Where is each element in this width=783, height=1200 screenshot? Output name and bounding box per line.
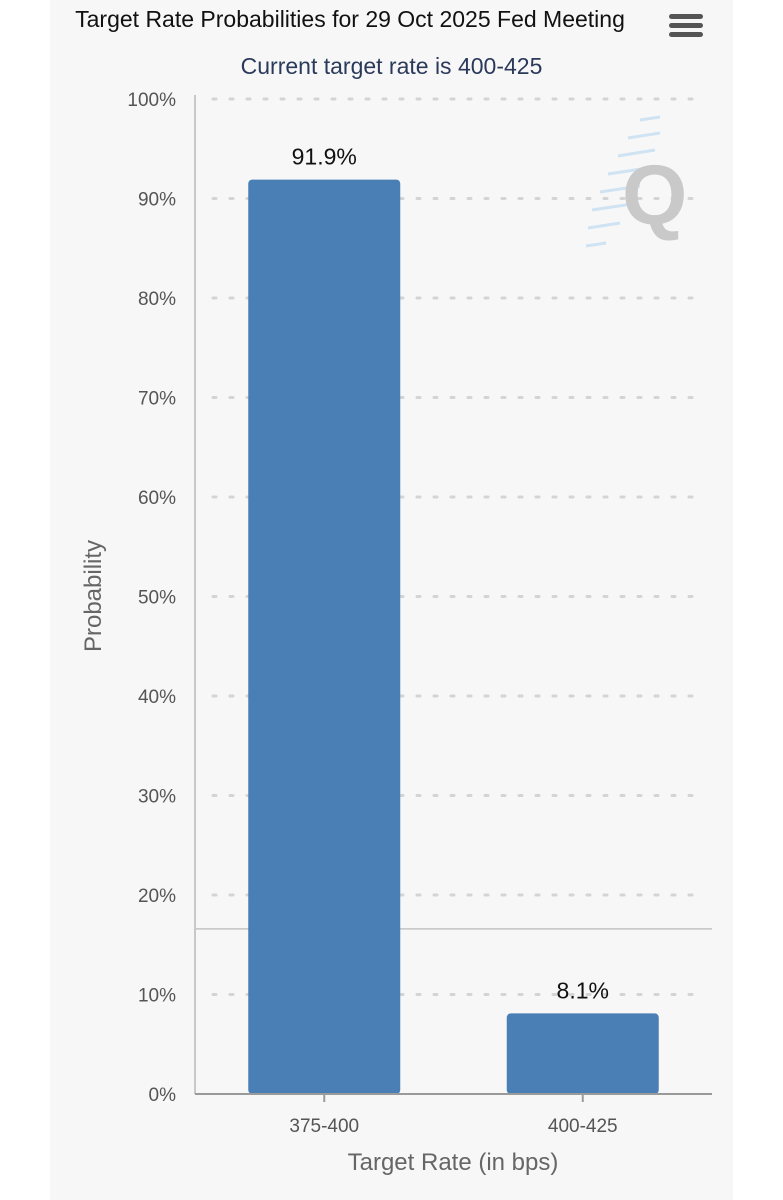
y-tick-label: 90%	[138, 190, 176, 211]
axes: 0% 10% 20% 30% 40% 50% 60% 70% 80% 90% 100% 375-400…	[127, 90, 712, 1137]
y-tick-label: 40%	[138, 687, 176, 708]
y-tick-label: 50%	[138, 588, 176, 609]
chart-title: Target Rate Probabilities for 29 Oct 202…	[75, 6, 625, 32]
watermark-letter: Q	[622, 148, 687, 242]
bar	[248, 179, 401, 1095]
x-axis-title: Target Rate (in bps)	[348, 1149, 559, 1176]
y-tick-label: 100%	[127, 90, 176, 111]
bar	[506, 1013, 659, 1094]
x-tick-label: 375-400	[289, 1116, 359, 1137]
y-tick-label: 0%	[149, 1085, 177, 1106]
y-tick-label: 60%	[138, 488, 176, 509]
data-label: 8.1%	[557, 977, 609, 1003]
y-axis-title: Probability	[80, 540, 107, 652]
hamburger-menu-icon[interactable]	[666, 8, 706, 42]
y-tick-label: 20%	[138, 886, 176, 907]
chart-subtitle: Current target rate is 400-425	[240, 53, 543, 79]
data-label: 91.9%	[292, 144, 357, 170]
x-tick-label: 400-425	[548, 1116, 618, 1137]
watermark-logo-icon: Q	[585, 115, 687, 248]
bars: 91.9% 8.1%	[248, 144, 659, 1095]
y-tick-label: 30%	[138, 787, 176, 808]
y-tick-label: 10%	[138, 986, 176, 1007]
y-tick-label: 80%	[138, 289, 176, 310]
y-tick-label: 70%	[138, 389, 176, 410]
gridlines	[211, 97, 706, 996]
